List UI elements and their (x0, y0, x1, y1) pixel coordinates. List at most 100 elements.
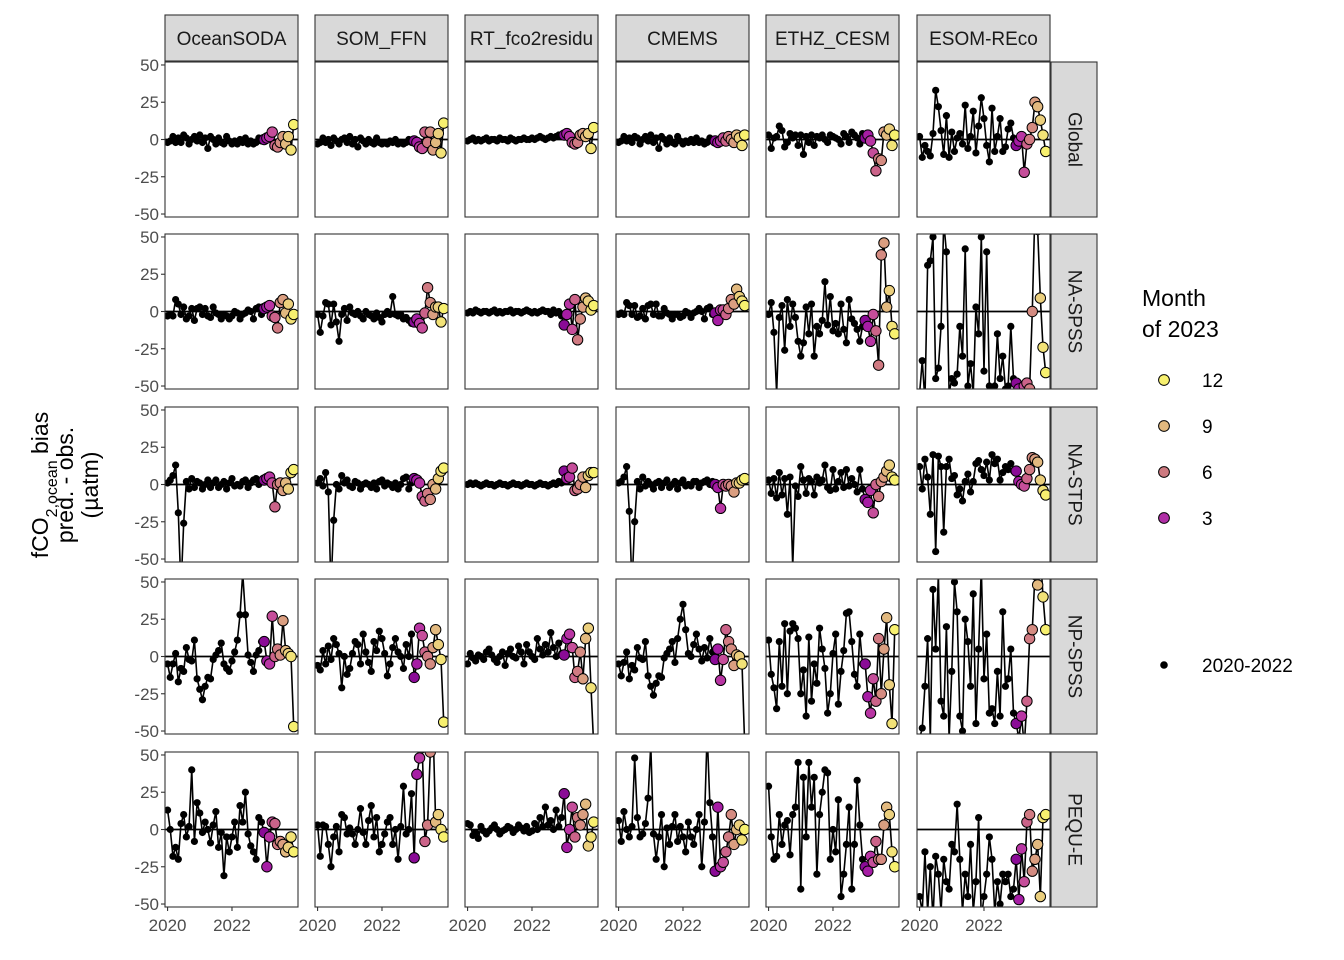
point-2020-2022 (655, 144, 663, 153)
point-2020-2022 (767, 489, 775, 498)
point-2020-2022 (766, 310, 773, 319)
point-2020-2022 (204, 825, 212, 834)
point-2020-2022 (652, 855, 660, 863)
point-2020-2022 (837, 468, 845, 477)
point-2020-2022 (924, 908, 931, 915)
point-2023-month-12 (288, 118, 298, 131)
row-strip-label: Global (1064, 112, 1085, 167)
point-2023-month-4 (416, 629, 428, 642)
point-2020-2022 (231, 818, 239, 826)
point-2020-2022 (319, 482, 327, 490)
point-2020-2022 (257, 818, 266, 826)
point-2020-2022 (988, 390, 995, 397)
point-2020-2022 (174, 678, 182, 686)
point-2023-month-12 (889, 623, 899, 636)
point-2020-2022 (853, 134, 861, 142)
point-2023-month-5 (870, 325, 882, 337)
point-2020-2022 (641, 637, 650, 646)
point-2020-2022 (945, 735, 952, 742)
point-2023-month-4 (1018, 875, 1030, 888)
point-2020-2022 (807, 300, 816, 308)
x-tick-label: 2020 (449, 916, 487, 935)
point-2020-2022 (172, 461, 180, 469)
legend-key (1158, 466, 1170, 478)
point-2023-month-7 (1026, 865, 1038, 877)
point-2023-month-10 (282, 130, 295, 143)
point-2020-2022 (655, 833, 663, 841)
point-2020-2022 (324, 300, 332, 308)
point-2020-2022 (182, 833, 190, 841)
point-2020-2022 (813, 473, 821, 481)
point-2020-2022 (204, 476, 212, 484)
panel-rt-fco2residu-na-spss (464, 233, 599, 390)
point-2020-2022 (921, 682, 929, 690)
point-2020-2022 (840, 870, 848, 878)
panel-som-ffn-np-spss (314, 578, 449, 735)
point-2020-2022 (1004, 125, 1012, 133)
point-2023-month-10 (432, 127, 445, 140)
point-2023-month-12 (1040, 623, 1050, 636)
point-2020-2022 (555, 639, 563, 647)
point-2020-2022 (193, 675, 201, 683)
column-strip-som-ffn: SOM_FFN (314, 14, 449, 62)
point-2020-2022 (239, 818, 247, 826)
point-2020-2022 (668, 822, 676, 831)
point-2020-2022 (942, 878, 951, 886)
point-2020-2022 (837, 892, 845, 901)
column-strip-box (765, 14, 900, 62)
y-axis-title-subscript: 2,ocean (44, 460, 61, 517)
point-2020-2022 (932, 374, 940, 383)
point-2020-2022 (466, 821, 474, 829)
point-2020-2022 (228, 833, 236, 841)
legend-item-month-3: 3 (1158, 509, 1213, 530)
point-2020-2022 (988, 104, 996, 112)
panel-plot-area (465, 788, 598, 854)
point-2023-month-5 (1021, 695, 1033, 707)
panel-som-ffn-na-stps (314, 406, 449, 563)
panel-plot-area (165, 569, 298, 733)
point-2020-2022 (945, 153, 953, 161)
point-2020-2022 (405, 825, 413, 834)
point-2020-2022 (921, 397, 928, 404)
point-2020-2022 (821, 664, 829, 673)
point-2023-month-11 (736, 139, 748, 152)
point-2023-month-7 (424, 658, 436, 670)
point-2023-month-4 (266, 610, 278, 622)
point-2020-2022 (319, 312, 327, 320)
legend-title-line2: of 2023 (1142, 316, 1219, 342)
point-2020-2022 (620, 473, 628, 481)
panel-border (464, 406, 599, 563)
point-2020-2022 (832, 848, 840, 856)
point-2020-2022 (996, 476, 1004, 484)
x-tick-label: 2020 (299, 916, 337, 935)
point-2020-2022 (993, 330, 1002, 338)
row-strip-label: NP-SPSS (1064, 615, 1085, 698)
point-2020-2022 (1007, 645, 1015, 653)
point-2020-2022 (983, 870, 991, 878)
point-2020-2022 (940, 150, 948, 159)
legend-key (1158, 512, 1170, 524)
legend-item-baseline: 2020-2022 (1160, 656, 1293, 677)
point-2020-2022 (652, 679, 660, 687)
point-2023-month-9 (1034, 234, 1042, 236)
panel-plot-area (766, 122, 899, 177)
y-tick-label: -25 (134, 685, 159, 704)
row-strip-box (1050, 233, 1098, 390)
point-2023-month-3 (1015, 710, 1028, 722)
svg-text:fCO2,ocean bias: fCO2,ocean bias (27, 412, 61, 558)
point-2020-2022 (797, 885, 805, 893)
point-2020-2022 (690, 640, 698, 649)
point-2020-2022 (647, 131, 655, 139)
legend-label: 6 (1202, 463, 1213, 484)
point-2020-2022 (330, 635, 338, 643)
point-2020-2022 (239, 569, 246, 576)
point-2020-2022 (397, 822, 405, 831)
point-2020-2022 (773, 132, 781, 141)
point-2020-2022 (552, 806, 560, 814)
point-2020-2022 (789, 563, 796, 570)
point-2023-month-1 (408, 671, 420, 684)
point-2023-month-11 (285, 831, 297, 843)
row-strip-box (1050, 61, 1098, 218)
panel-rt-fco2residu-global (464, 61, 599, 218)
point-2023-month-2 (561, 308, 573, 321)
